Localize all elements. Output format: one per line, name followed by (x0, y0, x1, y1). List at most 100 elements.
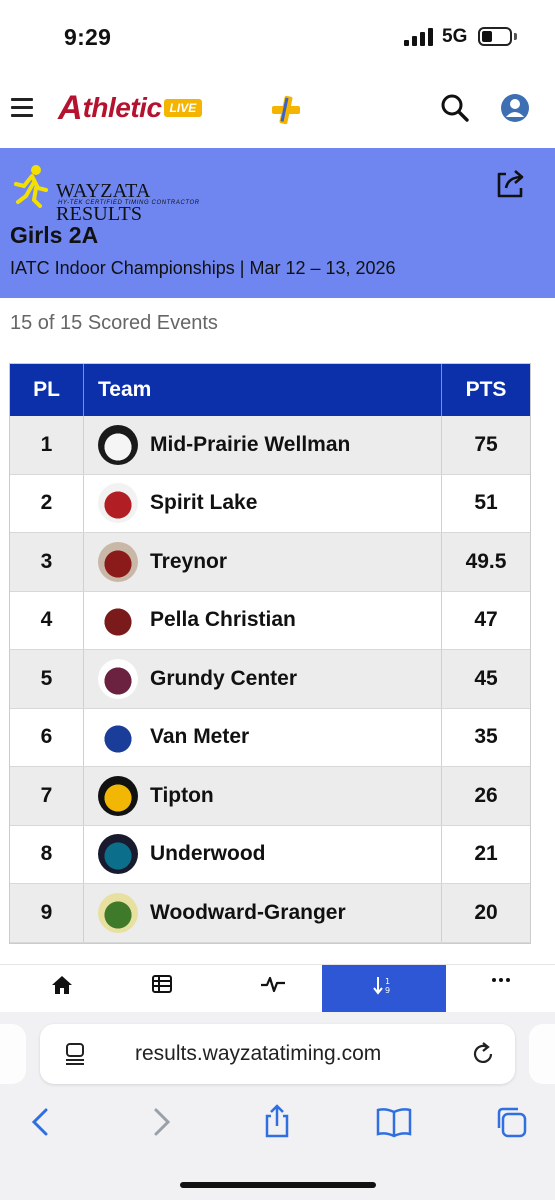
table-row[interactable]: 6 Van Meter 35 (10, 708, 530, 767)
team-name: Underwood (150, 842, 266, 866)
points-cell: 21 (474, 842, 498, 866)
place-cell: 3 (10, 533, 84, 591)
points-cell: 20 (474, 900, 498, 924)
team-standings-table: PL Team PTS 1 Mid-Prairie Wellman 75 2 Spiri… (9, 363, 531, 944)
scored-events-count: 15 of 15 Scored Events (10, 312, 218, 334)
place-cell: 5 (10, 650, 84, 708)
logo-live-badge: LIVE (163, 99, 203, 117)
points-cell: 75 (474, 432, 498, 456)
page-menu-icon[interactable] (64, 1042, 86, 1066)
sort-icon: 19 (373, 977, 390, 995)
team-logo-icon (98, 658, 138, 699)
points-cell: 51 (474, 491, 498, 515)
search-icon[interactable] (440, 93, 470, 123)
bookmarks-icon[interactable] (376, 1104, 412, 1140)
team-name: Treynor (150, 549, 228, 573)
back-icon[interactable] (24, 1104, 60, 1140)
browser-toolbar: results.wayzatatiming.com (0, 1012, 555, 1200)
place-cell: 8 (10, 825, 84, 883)
place-cell: 7 (10, 767, 84, 825)
team-name: Woodward-Granger (150, 900, 346, 924)
team-logo-icon (98, 892, 138, 933)
place-cell: 4 (10, 591, 84, 649)
team-cell[interactable]: Pella Christian (84, 591, 442, 649)
team-cell[interactable]: Woodward-Granger (84, 884, 442, 942)
team-cell[interactable]: Underwood (84, 825, 442, 883)
team-name: Grundy Center (150, 666, 298, 690)
next-tab-card[interactable] (529, 1024, 555, 1084)
table-row[interactable]: 3 Treynor 49.5 (10, 533, 530, 592)
points-cell: 49.5 (465, 549, 507, 573)
place-header[interactable]: PL (10, 364, 84, 416)
team-logo-icon (98, 483, 138, 524)
account-icon[interactable] (500, 93, 530, 123)
plus-icon[interactable] (270, 94, 302, 126)
team-logo-icon (98, 775, 138, 816)
table-header-row: PL Team PTS (10, 364, 530, 416)
table-row[interactable]: 1 Mid-Prairie Wellman 75 (10, 416, 530, 475)
place-cell: 6 (10, 708, 84, 766)
team-name: Mid-Prairie Wellman (150, 432, 351, 456)
points-header[interactable]: PTS (465, 378, 507, 401)
menu-icon[interactable] (11, 98, 33, 118)
table-row[interactable]: 8 Underwood 21 (10, 825, 530, 884)
results-banner: WAYZATA RESULTS HY-TEK CERTIFIED TIMING … (0, 148, 555, 298)
network-label: 5G (442, 26, 468, 47)
battery-icon (478, 27, 512, 46)
runner-icon (14, 165, 48, 208)
logo-mark: A (58, 88, 83, 127)
team-cell[interactable]: Van Meter (84, 708, 442, 766)
table-row[interactable]: 7 Tipton 26 (10, 767, 530, 826)
table-row[interactable]: 9 Woodward-Granger 20 (10, 884, 530, 943)
logo-text: thletic (82, 92, 162, 123)
svg-text:1: 1 (385, 977, 390, 986)
team-cell[interactable]: Treynor (84, 533, 442, 591)
meet-subtitle: IATC Indoor Championships | Mar 12 – 13,… (10, 258, 396, 278)
team-name: Tipton (150, 783, 214, 807)
points-cell: 35 (474, 725, 498, 749)
url-text[interactable]: results.wayzatatiming.com (135, 1042, 382, 1065)
tab-events[interactable] (100, 965, 224, 1013)
table-row[interactable]: 2 Spirit Lake 51 (10, 474, 530, 533)
division-title: Girls 2A (10, 222, 99, 248)
team-cell[interactable]: Spirit Lake (84, 474, 442, 532)
team-logo-icon (98, 424, 138, 465)
signal-icon (404, 28, 433, 46)
place-cell: 1 (10, 416, 84, 474)
address-bar[interactable]: results.wayzatatiming.com (40, 1024, 515, 1084)
list-icon (152, 975, 172, 993)
app-header: A thletic LIVE (0, 76, 555, 148)
share-icon[interactable] (494, 166, 528, 200)
forward-icon[interactable] (142, 1104, 178, 1140)
share-sheet-icon[interactable] (259, 1104, 295, 1140)
tab-live[interactable] (211, 965, 335, 1013)
team-logo-icon (98, 600, 138, 641)
reload-icon[interactable] (470, 1041, 496, 1067)
pulse-icon (261, 976, 285, 993)
table-row[interactable]: 4 Pella Christian 47 (10, 591, 530, 650)
team-cell[interactable]: Tipton (84, 767, 442, 825)
team-logo-icon (98, 717, 138, 758)
brand-name: WAYZATA RESULTS (56, 180, 150, 225)
place-cell: 9 (10, 884, 84, 942)
team-logo-icon (98, 541, 138, 582)
team-header[interactable]: Team (84, 364, 442, 416)
table-row[interactable]: 5 Grundy Center 45 (10, 650, 530, 709)
status-bar: 9:29 5G (0, 0, 555, 76)
tab-home[interactable] (0, 965, 124, 1013)
brand-tagline: HY-TEK CERTIFIED TIMING CONTRACTOR (58, 200, 200, 206)
previous-tab-card[interactable] (0, 1024, 26, 1084)
team-name: Pella Christian (150, 608, 296, 632)
svg-text:9: 9 (385, 986, 390, 995)
team-logo-icon (98, 834, 138, 875)
team-cell[interactable]: Grundy Center (84, 650, 442, 708)
status-time: 9:29 (64, 24, 112, 50)
tabs-icon[interactable] (493, 1104, 529, 1140)
team-cell[interactable]: Mid-Prairie Wellman (84, 416, 442, 474)
wayzata-results-logo: WAYZATA RESULTS HY-TEK CERTIFIED TIMING … (12, 158, 222, 225)
tab-more[interactable] (446, 965, 555, 1013)
points-cell: 45 (474, 666, 498, 690)
athletic-live-logo[interactable]: A thletic LIVE (58, 88, 203, 127)
